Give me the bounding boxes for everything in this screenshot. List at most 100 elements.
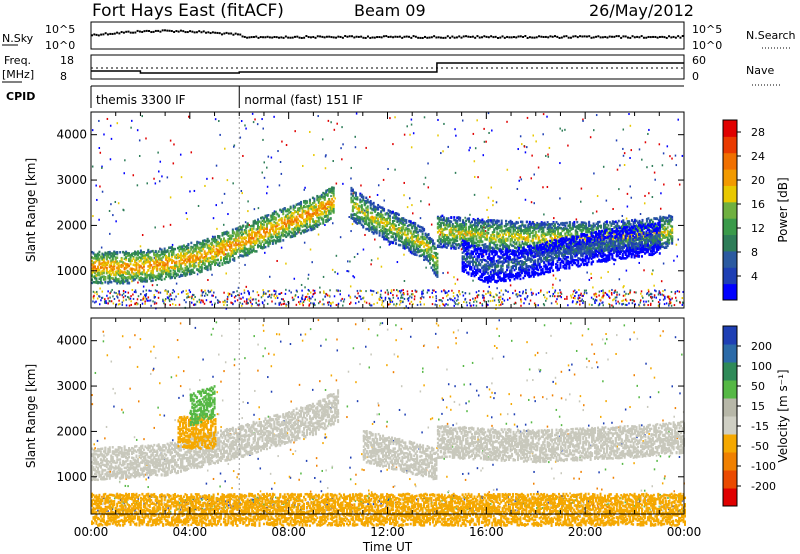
rti-ground-cell [93,291,95,293]
rti-ground-cell [442,297,444,299]
rti-ground-cell [573,297,575,299]
rti-noise-cell [409,134,411,136]
rti-ground-cell [507,291,509,293]
rti-ground-cell [226,301,228,303]
rti-noise-cell [317,115,319,117]
rti-ground-cell [313,293,315,295]
rti-noise-cell [567,145,569,147]
rti-echo-cell [189,250,191,253]
noise-sky-point [127,31,129,33]
rti-ground-cell [625,293,627,295]
rti-ground-cell [566,296,568,298]
noise-sky-point [356,36,358,38]
rti-ground-cell [572,293,574,295]
rti-echo-cell [245,237,247,240]
rti-ground-cell [275,293,277,295]
rti-echo-cell [436,275,438,278]
rti-ground-cell [350,297,352,299]
rti-echo-cell [436,263,438,266]
rti-noise-cell [350,230,352,232]
rti-ground-cell [112,295,114,297]
rti-noise-cell [520,176,522,178]
rti-noise-cell [112,214,114,216]
rti-echo-cell [94,265,96,268]
nave-right-tick-top: 60 [692,54,706,67]
rti-echo-cell [429,262,431,265]
rti-noise-cell [125,295,127,297]
rti-noise-cell [92,129,94,131]
rti-echo-cell [272,236,274,239]
rti-noise-cell [524,146,526,148]
noise-sky-point [102,33,104,35]
noise-sky-point [474,37,476,39]
noise-sky-point [451,36,453,38]
rti-ground-cell [104,302,106,304]
rti-ground-cell [324,296,326,298]
rti-noise-cell [332,222,334,224]
noise-sky-point [187,31,189,33]
rti-echo-cell [430,251,432,254]
rti-ground-cell [143,290,145,292]
rti-ground-cell [474,299,476,301]
rti-noise-cell [409,197,411,199]
rti-noise-cell [194,190,196,192]
rti-ground-cell [93,295,95,297]
rti-ground-cell [494,299,496,301]
rti-noise-cell [206,178,208,180]
rti-noise-cell [437,119,439,121]
rti-noise-cell [525,199,527,201]
rti-noise-cell [357,253,359,255]
rti-echo-cell [350,197,352,200]
noise-sky-point [324,36,326,38]
rti-ground-cell [190,291,192,293]
rti-ground-cell [179,304,181,306]
rti-echo-cell [392,242,394,245]
rti-ground-cell [194,304,196,306]
rti-ground-cell [185,290,187,292]
noise-sky-point [504,37,506,39]
rti-ground-cell [596,299,598,301]
rti-ground-cell [433,290,435,292]
rti-ground-cell [682,297,684,299]
rti-ground-cell [329,289,331,291]
rti-noise-cell [180,154,182,156]
rti-ground-cell [530,300,532,302]
rti-noise-cell [545,155,547,157]
rti-ground-cell [237,299,239,301]
rti-ground-cell [252,290,254,292]
rti-noise-cell [118,202,120,204]
rti-ground-cell [439,305,441,307]
rti-noise-cell [682,155,684,157]
rti-noise-cell [663,263,665,265]
rti-ground-cell [205,292,207,294]
rti-noise-cell [475,147,477,149]
rti-ground-cell [310,292,312,294]
rti-noise-cell [383,200,385,202]
rti-noise-cell [474,160,476,162]
rti-ground-cell [546,292,548,294]
rti-ground-cell [411,301,413,303]
rti-ground-cell [427,289,429,291]
rti-ground-cell [399,304,401,306]
noise-sky-point [465,35,467,37]
rti-noise-cell [617,169,619,171]
rti-ground-cell [125,291,127,293]
rti-echo-cell [333,194,335,197]
rti-ground-cell [377,291,379,293]
rti-ground-cell [253,298,255,300]
noise-sky-point [419,37,421,39]
rti-noise-cell [581,188,583,190]
noise-sky-point [515,36,517,38]
rti-noise-cell [548,156,550,158]
rti-ground-cell [114,298,116,300]
rti-ground-cell [383,300,385,302]
rti-echo-cell [207,266,209,269]
noise-sky-point [543,36,545,38]
rti-echo-cell [104,281,106,284]
rti-echo-cell [187,247,189,250]
noise-sky-point [511,36,513,38]
rti-echo-cell [395,224,397,227]
rti-echo-cell [358,209,360,212]
rti-noise-cell [525,151,527,153]
rti-noise-cell [629,185,631,187]
